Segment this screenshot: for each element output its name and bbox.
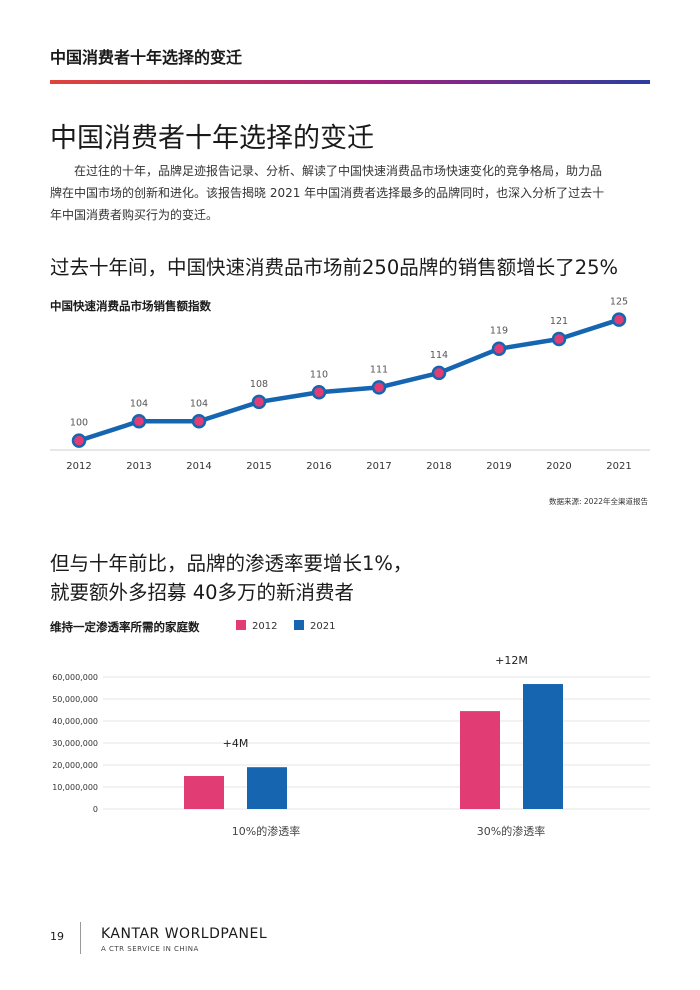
data-point-2013 (131, 414, 147, 429)
source-note: 数据来源: 2022年全渠道报告 (549, 497, 648, 506)
x-tick-2014: 2014 (186, 461, 211, 472)
x-tick-2021: 2021 (606, 461, 631, 472)
data-label-2021: 125 (610, 297, 628, 308)
data-label-2012: 100 (70, 418, 88, 429)
y-tick-2: 20,000,000 (52, 761, 98, 770)
bar-2012-1 (460, 711, 500, 809)
category-label-0: 10%的渗透率 (232, 824, 300, 838)
data-point-2012 (71, 433, 87, 448)
data-label-2019: 119 (490, 326, 508, 337)
legend-item-2012: 2012 (236, 620, 277, 632)
header-gradient-bar (50, 80, 650, 84)
line-chart-title: 中国快速消费品市场销售额指数 (50, 299, 211, 313)
data-point-2021 (611, 312, 627, 327)
x-tick-2020: 2020 (546, 461, 571, 472)
footer-page-number: 19 (50, 930, 64, 943)
footer-brand-logo: KANTAR WORLDPANEL (101, 926, 268, 942)
x-tick-2019: 2019 (486, 461, 511, 472)
data-point-2017 (371, 380, 387, 395)
data-point-2019 (491, 341, 507, 356)
legend-swatch-2012 (236, 620, 246, 630)
page-title: 中国消费者十年选择的变迁 (50, 123, 374, 154)
data-label-2018: 114 (430, 350, 448, 361)
footer-divider (80, 922, 81, 954)
data-point-2016 (311, 385, 327, 400)
intro-paragraph: 在过往的十年，品牌足迹报告记录、分析、解读了中国快速消费品市场快速变化的竞争格局… (50, 164, 605, 222)
y-tick-1: 10,000,000 (52, 783, 98, 792)
x-tick-2013: 2013 (126, 461, 151, 472)
annotation-0: +4M (223, 737, 249, 750)
data-label-2017: 111 (370, 364, 388, 375)
legend-label-2021: 2021 (310, 621, 336, 632)
footer-brand-subtitle: A CTR SERVICE IN CHINA (101, 945, 199, 953)
annotation-1: +12M (495, 654, 528, 667)
data-point-2018 (431, 365, 447, 381)
data-point-2014 (191, 414, 207, 429)
y-tick-6: 60,000,000 (52, 673, 98, 682)
bar-2021-1 (523, 684, 563, 809)
data-label-2020: 121 (550, 316, 568, 327)
bar-2021-0 (247, 767, 287, 809)
y-tick-5: 50,000,000 (52, 695, 98, 704)
bar-chart: 0 10,000,000 20,000,000 30,000,000 40,000,00… (52, 654, 650, 838)
line-chart: 100 2012 104 2013 104 2014 108 2015 110 2016 111 20… (50, 297, 650, 472)
bar-2012-0 (184, 776, 224, 809)
data-label-2014: 104 (190, 398, 208, 409)
legend-label-2012: 2012 (252, 621, 278, 632)
data-point-2020 (551, 331, 567, 347)
section1-heading: 过去十年间，中国快速消费品市场前250品牌的销售额增长了25% (50, 256, 619, 279)
y-tick-0: 0 (93, 805, 98, 814)
data-point-2015 (251, 394, 267, 410)
data-label-2013: 104 (130, 398, 148, 409)
y-tick-3: 30,000,000 (52, 739, 98, 748)
legend-item-2021: 2021 (294, 620, 335, 632)
x-tick-2012: 2012 (66, 461, 91, 472)
data-label-2016: 110 (310, 369, 328, 380)
legend-swatch-2021 (294, 620, 304, 630)
data-label-2015: 108 (250, 379, 268, 390)
x-tick-2015: 2015 (246, 461, 271, 472)
x-tick-2016: 2016 (306, 461, 331, 472)
header-title: 中国消费者十年选择的变迁 (50, 48, 243, 67)
category-label-1: 30%的渗透率 (477, 824, 545, 838)
section2-heading: 但与十年前比，品牌的渗透率要增长1%， 就要额外多招募 40多万的新消费者 (50, 552, 413, 604)
bar-chart-title: 维持一定渗透率所需的家庭数 (50, 620, 200, 634)
y-tick-4: 40,000,000 (52, 717, 98, 726)
x-tick-2017: 2017 (366, 461, 391, 472)
x-tick-2018: 2018 (426, 461, 451, 472)
series-line (76, 317, 622, 443)
